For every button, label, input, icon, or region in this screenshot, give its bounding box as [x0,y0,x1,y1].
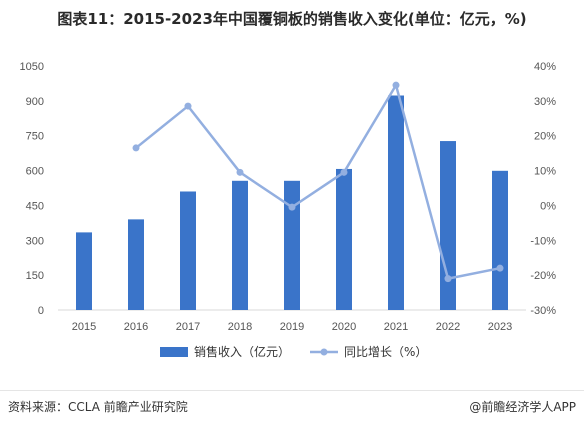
right-tick-label: -10% [530,235,556,247]
x-tick-label: 2016 [124,321,148,333]
growth-point-2021 [392,81,400,89]
legend-line-label: 同比增长（%） [344,345,427,359]
x-tick-label: 2020 [332,321,356,333]
left-tick-label: 1050 [20,61,44,73]
growth-point-2016 [132,144,140,152]
right-tick-label: -30% [530,305,556,317]
left-tick-label: 900 [26,96,44,108]
right-tick-label: 30% [534,96,556,108]
x-tick-label: 2021 [384,321,408,333]
x-tick-label: 2018 [228,321,252,333]
growth-point-2020 [340,168,348,176]
x-tick-label: 2023 [488,321,512,333]
growth-point-2018 [236,168,244,176]
right-tick-label: 10% [534,166,556,178]
legend-bar-swatch [160,347,188,357]
left-tick-label: 600 [26,166,44,178]
x-tick-label: 2022 [436,321,460,333]
combo-chart: 0 150 300 450 600 750 900 1050 -30% -20% -10% 0% 10… [20,61,557,359]
growth-point-2019 [288,203,296,211]
legend-bar-label: 销售收入（亿元） [194,344,290,359]
chart-title: 图表11：2015-2023年中国覆铜板的销售收入变化(单位：亿元，%) [57,10,527,28]
x-tick-label: 2017 [176,321,200,333]
right-tick-label: 20% [534,131,556,143]
line-series [132,81,504,283]
bar-2023 [492,170,508,310]
bar-2019 [284,180,300,310]
credit-note: @前瞻经济学人APP [469,400,576,414]
bar-2021 [388,95,404,310]
bar-2017 [180,191,196,310]
left-tick-label: 300 [26,235,44,247]
growth-point-2022 [444,275,452,283]
bar-2022 [440,141,456,310]
left-tick-label: 0 [38,305,44,317]
left-axis: 0 150 300 450 600 750 900 1050 [20,61,44,317]
legend-line-marker [320,348,328,356]
right-tick-label: 0% [540,200,556,212]
footer-divider [0,390,584,391]
legend: 销售收入（亿元） 同比增长（%） [160,344,427,359]
left-tick-label: 150 [26,270,44,282]
right-tick-label: 40% [534,61,556,73]
bar-2018 [232,180,248,310]
x-tick-label: 2015 [72,321,96,333]
bar-2020 [336,168,352,310]
bar-2016 [128,219,144,310]
growth-point-2017 [184,102,192,110]
x-axis: 2015 2016 2017 2018 2019 2020 2021 2022 2023 [72,321,512,333]
right-tick-label: -20% [530,270,556,282]
bar-series [76,95,508,310]
source-note: 资料来源：CCLA 前瞻产业研究院 [8,400,188,414]
growth-point-2023 [496,264,504,272]
left-tick-label: 750 [26,131,44,143]
right-axis: -30% -20% -10% 0% 10% 20% 30% 40% [530,61,556,317]
left-tick-label: 450 [26,200,44,212]
growth-line [135,81,501,281]
bar-2015 [76,232,92,310]
x-tick-label: 2019 [280,321,304,333]
